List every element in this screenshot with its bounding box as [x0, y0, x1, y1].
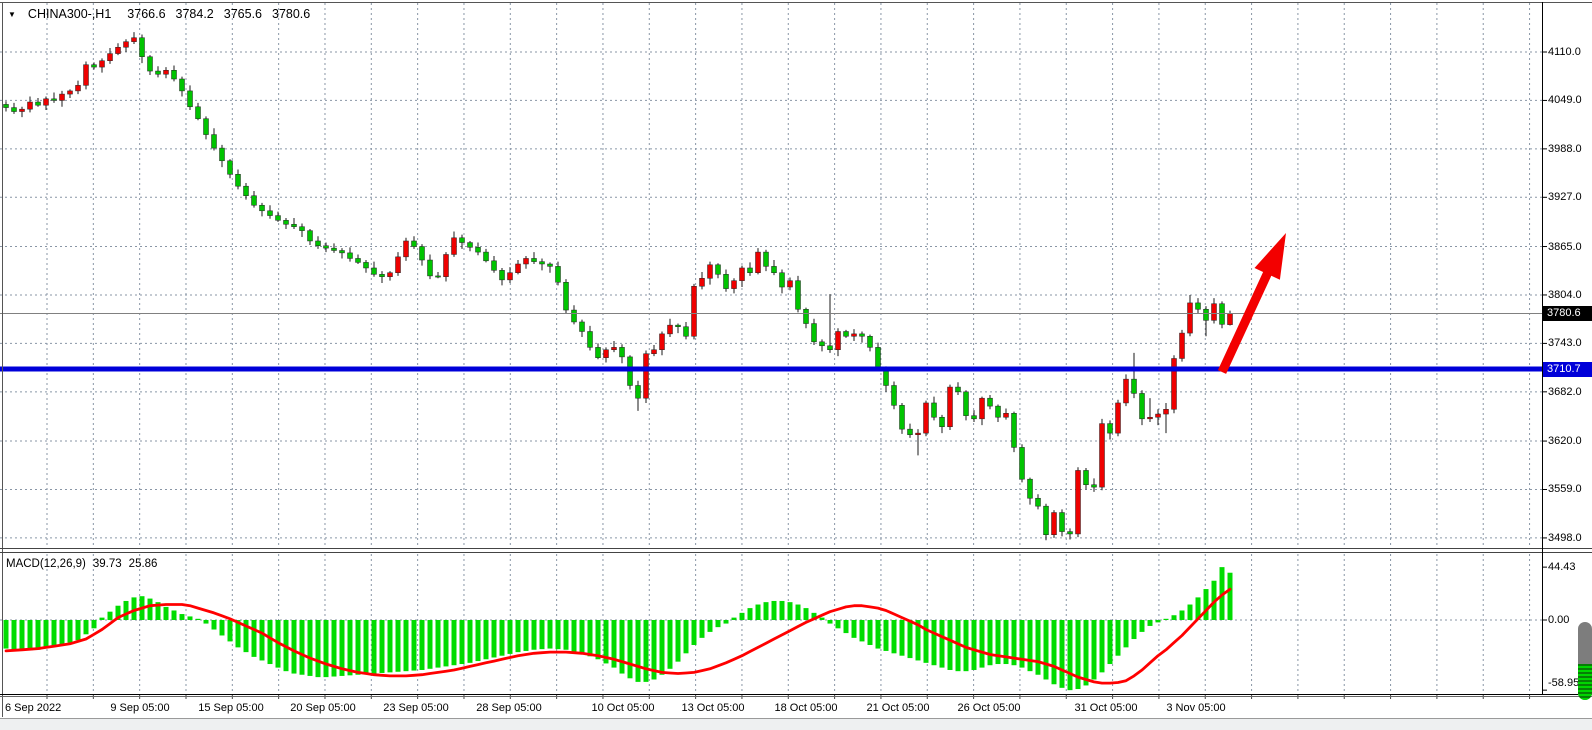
price-tick-label: 3620.0: [1548, 435, 1582, 448]
price-tick-label: 3804.0: [1548, 288, 1582, 301]
time-tick-label: 9 Sep 05:00: [110, 702, 170, 714]
support-price-badge: 3710.7: [1543, 361, 1592, 377]
price-tick-label: 4110.0: [1548, 46, 1581, 58]
time-tick-label: 6 Sep 2022: [5, 702, 62, 714]
scroll-thumb[interactable]: [1578, 622, 1592, 700]
time-tick-label: 23 Sep 05:00: [383, 702, 449, 714]
price-tick-label: 3559.0: [1548, 483, 1582, 496]
price-tick-label: 3682.0: [1548, 385, 1582, 398]
scroll-thumb-stripes: [1578, 664, 1592, 700]
macd-value: 39.73: [92, 558, 122, 570]
ohlc-open-value: 3766.6: [127, 7, 166, 21]
time-tick-label: 26 Oct 05:00: [957, 702, 1021, 714]
symbol-period-label: CHINA300-,H1: [27, 7, 112, 21]
time-tick-label: 20 Sep 05:00: [290, 702, 356, 714]
time-tick-label: 10 Oct 05:00: [591, 702, 655, 714]
window-bottom-strip: [0, 718, 1592, 730]
time-tick-label: 18 Oct 05:00: [774, 702, 838, 714]
candles-layer[interactable]: [3, 32, 1233, 541]
macd-name: MACD(12,26,9): [6, 558, 86, 570]
time-tick-label: 13 Oct 05:00: [681, 702, 745, 714]
ohlc-low-value: 3765.6: [223, 7, 262, 21]
trend-arrow[interactable]: [1217, 233, 1286, 374]
time-tick-label: 3 Nov 05:00: [1166, 702, 1226, 714]
ohlc-close-value: 3780.6: [272, 7, 311, 21]
macd-tick-label: -58.95: [1548, 677, 1580, 689]
current-price-badge: 3780.6: [1543, 306, 1592, 322]
time-tick-label: 31 Oct 05:00: [1074, 702, 1138, 714]
time-tick-label: 21 Oct 05:00: [866, 702, 930, 714]
price-tick-label: 4049.0: [1548, 94, 1582, 107]
chart-header: ▼ CHINA300-,H1 3766.6 3784.2 3765.6 3780…: [8, 6, 310, 22]
macd-signal-line: [4, 587, 1232, 685]
price-tick-label: 3498.0: [1548, 531, 1582, 544]
macd-indicator-label: MACD(12,26,9) 39.73 25.86: [6, 558, 157, 570]
price-tick-label: 3988.0: [1548, 142, 1582, 155]
symbol-dropdown-icon[interactable]: ▼: [8, 9, 16, 19]
macd-tick-label: 0.00: [1548, 614, 1570, 626]
ohlc-high-value: 3784.2: [175, 7, 214, 21]
pane-borders: [0, 2, 1592, 717]
time-tick-label: 28 Sep 05:00: [476, 702, 542, 714]
macd-signal-value: 25.86: [128, 558, 158, 570]
price-tick-label: 3865.0: [1548, 240, 1582, 253]
time-tick-label: 15 Sep 05:00: [198, 702, 264, 714]
macd-histogram: [3, 567, 1233, 691]
macd-tick-label: 44.43: [1548, 561, 1576, 574]
price-tick-label: 3743.0: [1548, 337, 1582, 350]
price-tick-label: 3927.0: [1548, 191, 1582, 204]
